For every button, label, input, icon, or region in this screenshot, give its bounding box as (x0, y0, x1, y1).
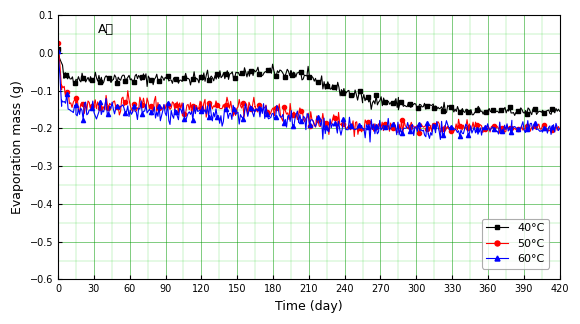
50°C (278, 117, 285, 121)
Line: 60°C: 60°C (56, 49, 561, 144)
60°C (469, 131, 476, 135)
50°C (222, 103, 229, 107)
50°C (55, 41, 61, 45)
Line: 40°C: 40°C (56, 47, 561, 118)
X-axis label: Time (day): Time (day) (275, 300, 343, 313)
40°C (55, 47, 61, 51)
40°C (467, 108, 474, 111)
Legend: 40°C, 50°C, 60°C: 40°C, 50°C, 60°C (482, 219, 549, 269)
60°C (302, 128, 309, 132)
60°C (278, 115, 285, 119)
50°C (351, 134, 358, 138)
50°C (556, 127, 563, 131)
60°C (222, 107, 229, 111)
50°C (302, 116, 309, 120)
60°C (367, 140, 374, 144)
40°C (223, 72, 230, 76)
60°C (72, 103, 79, 107)
Line: 50°C: 50°C (56, 41, 561, 139)
40°C (511, 113, 518, 117)
40°C (302, 74, 309, 77)
40°C (535, 110, 542, 113)
50°C (469, 126, 476, 130)
40°C (71, 81, 78, 85)
60°C (55, 49, 61, 53)
60°C (556, 127, 563, 131)
Text: A사: A사 (98, 23, 114, 36)
50°C (535, 122, 542, 126)
40°C (556, 109, 563, 113)
Y-axis label: Evaporation mass (g): Evaporation mass (g) (11, 80, 24, 214)
60°C (535, 128, 542, 132)
50°C (72, 96, 79, 100)
40°C (279, 70, 286, 74)
